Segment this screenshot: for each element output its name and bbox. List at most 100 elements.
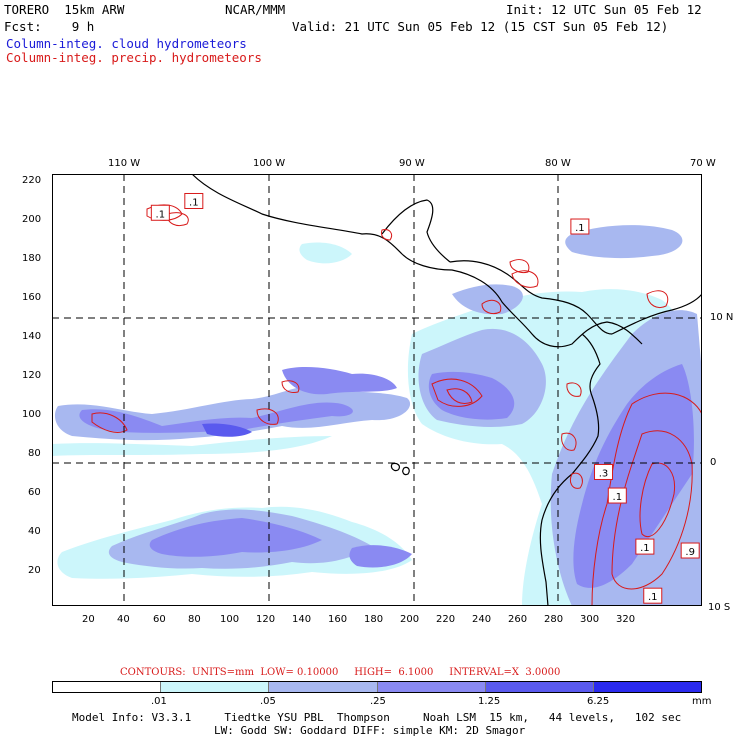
shade-region bbox=[349, 545, 412, 568]
precip-contour bbox=[166, 212, 189, 227]
shade-region bbox=[282, 367, 397, 395]
y-tick: 220 bbox=[22, 175, 42, 186]
y-tick: 140 bbox=[22, 331, 42, 342]
colorbar bbox=[52, 681, 702, 693]
y-tick: 200 bbox=[22, 214, 42, 225]
shade-region bbox=[573, 364, 694, 588]
x-tick: 60 bbox=[153, 614, 166, 625]
precip-contour bbox=[381, 229, 393, 241]
x-tick: 160 bbox=[328, 614, 348, 625]
contour-label-text: .9 bbox=[685, 547, 695, 558]
coastline-yucatan bbox=[381, 199, 451, 263]
contour-label-box bbox=[184, 192, 204, 209]
x-tick: 240 bbox=[472, 614, 492, 625]
model-title: TORERO 15km ARW bbox=[4, 2, 125, 17]
precip-contour bbox=[561, 432, 577, 451]
precip-contour bbox=[646, 290, 669, 308]
x-tick: 40 bbox=[117, 614, 130, 625]
precip-contour bbox=[639, 462, 676, 537]
colorbar-label: 6.25 bbox=[587, 696, 610, 707]
lon-label-70w: 70 W bbox=[690, 158, 716, 169]
x-tick: 320 bbox=[616, 614, 636, 625]
lon-label-110w: 110 W bbox=[108, 158, 141, 169]
precip-contour bbox=[256, 408, 279, 425]
lat-label-10s: 10 S bbox=[708, 602, 731, 613]
island-galapagos bbox=[402, 466, 410, 476]
y-tick: 80 bbox=[28, 448, 41, 459]
colorbar-swatch-0 bbox=[53, 682, 162, 692]
colorbar-swatch-2 bbox=[269, 682, 378, 692]
coastline-south-america bbox=[539, 333, 601, 606]
colorbar-label: 1.25 bbox=[478, 696, 501, 707]
field-cloud-label: Column-integ. cloud hydrometeors bbox=[6, 36, 247, 51]
coastline-caribbean bbox=[449, 260, 613, 335]
contour-labels: .1 .1 .1 .3 .1 .1 .9 .1 bbox=[150, 192, 700, 604]
colorbar-swatch-1 bbox=[161, 682, 270, 692]
x-tick: 220 bbox=[436, 614, 456, 625]
colorbar-unit: mm bbox=[692, 696, 712, 707]
island-galapagos bbox=[390, 462, 401, 472]
precip-contours bbox=[91, 204, 702, 606]
model-info-line-2: LW: Godd SW: Goddard DIFF: simple KM: 2D… bbox=[214, 724, 526, 737]
x-tick: 100 bbox=[220, 614, 240, 625]
colorbar-swatch-5 bbox=[593, 682, 702, 692]
x-tick: 280 bbox=[544, 614, 564, 625]
precip-contour bbox=[281, 380, 300, 393]
lat-lon-grid bbox=[52, 174, 702, 606]
contour-label-box bbox=[680, 542, 700, 559]
org-label: NCAR/MMM bbox=[225, 2, 286, 17]
x-tick: 140 bbox=[292, 614, 312, 625]
y-tick: 40 bbox=[28, 526, 41, 537]
contour-label-box bbox=[150, 204, 170, 221]
x-tick: 180 bbox=[364, 614, 384, 625]
contour-label-text: .1 bbox=[156, 209, 166, 220]
y-tick: 120 bbox=[22, 370, 42, 381]
precip-contour bbox=[569, 472, 583, 489]
lat-label-0: 0 bbox=[710, 457, 717, 468]
colorbar-label: .01 bbox=[151, 696, 167, 707]
colorbar-label: .25 bbox=[370, 696, 386, 707]
contour-label-text: .3 bbox=[599, 468, 609, 479]
contour-label-box bbox=[607, 487, 627, 504]
colorbar-swatch-4 bbox=[485, 682, 594, 692]
lon-label-90w: 90 W bbox=[399, 158, 425, 169]
precip-contour bbox=[431, 378, 483, 407]
contour-label-box bbox=[635, 538, 655, 555]
contour-label-box bbox=[570, 218, 590, 235]
lat-label-10n: 10 N bbox=[710, 312, 734, 323]
field-precip-label: Column-integ. precip. hydrometeors bbox=[6, 50, 262, 65]
precip-contour bbox=[511, 270, 539, 288]
precip-contour bbox=[481, 299, 502, 315]
contour-label-text: .1 bbox=[640, 543, 650, 554]
x-tick: 80 bbox=[188, 614, 201, 625]
coastline-colombia bbox=[611, 293, 702, 335]
contour-label-text: .1 bbox=[648, 592, 658, 603]
shade-region bbox=[202, 423, 252, 437]
x-tick: 260 bbox=[508, 614, 528, 625]
colorbar-label: .05 bbox=[260, 696, 276, 707]
model-info-line-1: Model Info: V3.3.1 Tiedtke YSU PBL Thomp… bbox=[72, 711, 682, 724]
shade-region bbox=[149, 518, 322, 557]
lon-label-100w: 100 W bbox=[253, 158, 286, 169]
precip-contour bbox=[611, 430, 693, 590]
map-frame bbox=[52, 174, 702, 606]
x-tick: 120 bbox=[256, 614, 276, 625]
precip-contour bbox=[566, 382, 582, 397]
contour-label-text: .1 bbox=[189, 197, 199, 208]
shade-region bbox=[452, 284, 523, 315]
contour-label-box bbox=[594, 463, 614, 480]
precip-contour bbox=[591, 392, 702, 606]
init-time: Init: 12 UTC Sun 05 Feb 12 bbox=[506, 2, 702, 17]
shade-region bbox=[79, 402, 353, 433]
y-tick: 100 bbox=[22, 409, 42, 420]
x-tick: 200 bbox=[400, 614, 420, 625]
forecast-hour: Fcst: 9 h bbox=[4, 19, 95, 34]
x-tick: 300 bbox=[580, 614, 600, 625]
coastline-central-america bbox=[191, 174, 643, 348]
x-tick: 20 bbox=[82, 614, 95, 625]
map-plot: .1 .1 .1 .3 .1 .1 .9 .1 bbox=[52, 174, 702, 606]
shade-region bbox=[565, 225, 683, 259]
contour-label-box bbox=[643, 587, 663, 604]
colorbar-swatch-3 bbox=[377, 682, 486, 692]
y-tick: 60 bbox=[28, 487, 41, 498]
